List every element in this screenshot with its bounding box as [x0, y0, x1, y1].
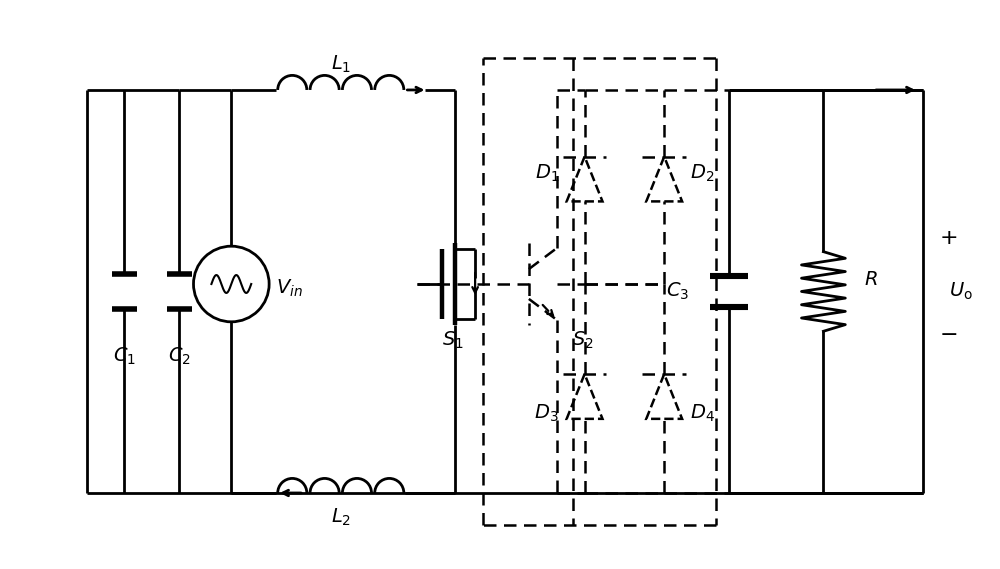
Text: $D_2$: $D_2$	[690, 163, 714, 184]
Text: $R$: $R$	[864, 270, 878, 288]
Text: $C_1$: $C_1$	[113, 346, 136, 368]
Text: $C_3$: $C_3$	[666, 281, 689, 302]
Text: $U_{\rm o}$: $U_{\rm o}$	[949, 281, 973, 302]
Text: $S_1$: $S_1$	[442, 329, 464, 351]
Text: $D_3$: $D_3$	[534, 402, 559, 424]
Text: $S_2$: $S_2$	[572, 329, 593, 351]
Text: $-$: $-$	[939, 323, 957, 343]
Text: $L_1$: $L_1$	[331, 54, 351, 75]
Text: $L_2$: $L_2$	[331, 507, 351, 528]
Text: $C_2$: $C_2$	[168, 346, 191, 368]
Text: $D_4$: $D_4$	[690, 402, 714, 424]
Text: $D_1$: $D_1$	[535, 163, 559, 184]
Text: $+$: $+$	[939, 228, 957, 248]
Text: $V_{in}$: $V_{in}$	[276, 278, 303, 299]
